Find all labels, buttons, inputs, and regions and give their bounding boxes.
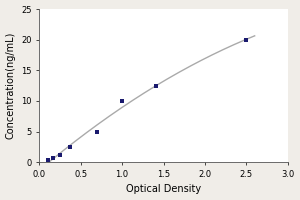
Y-axis label: Concentration(ng/mL): Concentration(ng/mL) [6, 32, 16, 139]
X-axis label: Optical Density: Optical Density [126, 184, 201, 194]
